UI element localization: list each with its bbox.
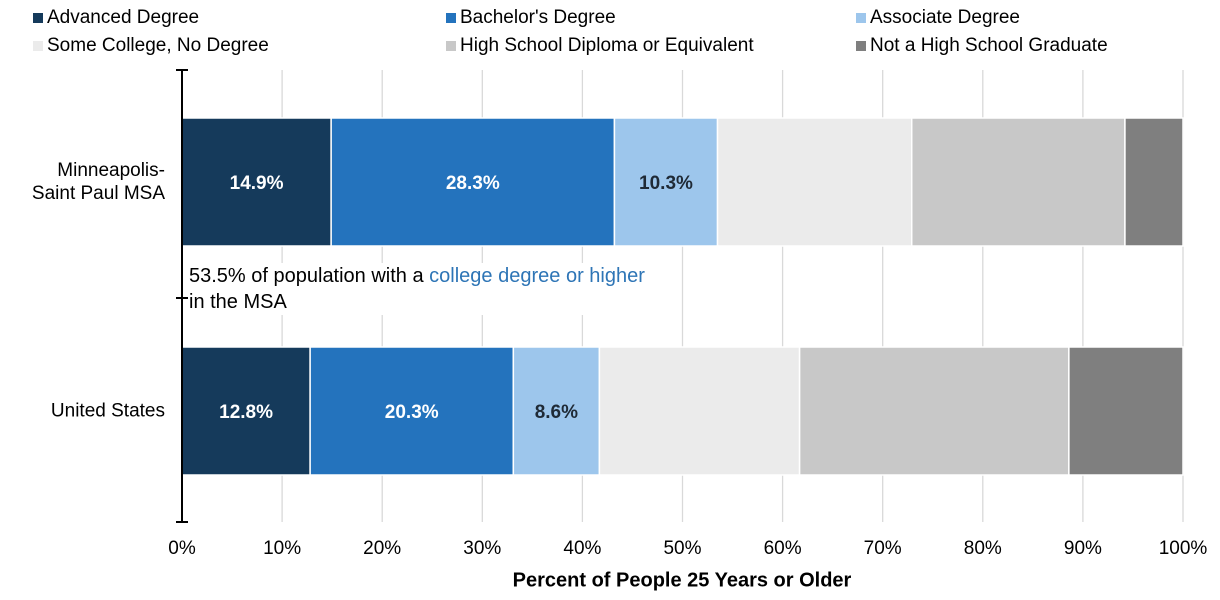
x-tick-label: 10% [263,538,301,559]
data-label: 12.8% [219,402,273,423]
y-axis [176,69,188,523]
x-tick-label: 30% [463,538,501,559]
x-tick-label: 0% [168,538,196,559]
bar-segment [181,346,311,476]
annotation-text: 53.5% of population with a [189,265,424,287]
legend-label: Advanced Degree [47,7,199,28]
legend-swatch [33,41,43,51]
bar-segment [1068,346,1184,476]
data-label: 20.3% [385,402,439,423]
y-tick-label: United States [50,400,165,422]
legend-swatch [856,41,866,51]
legend-label: Not a High School Graduate [870,35,1108,56]
x-tick-label: 50% [663,538,701,559]
legend-swatch [856,13,866,23]
annotation-text: in the MSA [189,291,287,313]
bar-segment [181,117,332,247]
bar-segment [716,117,913,247]
data-label: 10.3% [639,173,693,194]
legend-swatch [33,13,43,23]
annotation: 53.5% of population with a college degre… [189,263,659,315]
bar-segment [512,346,601,476]
legend-label: Associate Degree [870,7,1020,28]
annotation-highlight: college degree or higher [429,265,645,287]
legend-swatch [446,13,456,23]
y-tick-label: Minneapolis- Saint Paul MSA [31,160,165,204]
bar-segment [613,117,719,247]
x-tick-label: 80% [964,538,1002,559]
x-tick-label: 70% [864,538,902,559]
x-tick-label: 100% [1159,538,1208,559]
bar-segment [1124,117,1184,247]
legend-label: Some College, No Degree [47,35,269,56]
x-tick-label: 20% [363,538,401,559]
x-tick-label: 60% [764,538,802,559]
bar-segment [598,346,801,476]
legend-swatch [446,41,456,51]
bar-segment [798,346,1070,476]
data-label: 28.3% [446,173,500,194]
bar-segment [309,346,515,476]
legend-label: Bachelor's Degree [460,7,616,28]
x-axis-title: Percent of People 25 Years or Older [513,569,852,591]
x-tick-label: 90% [1064,538,1102,559]
x-tick-label: 40% [563,538,601,559]
legend-label: High School Diploma or Equivalent [460,35,754,56]
bar-segment [910,117,1126,247]
bar-segment [330,117,616,247]
data-label: 8.6% [535,402,578,423]
data-label: 14.9% [230,173,284,194]
